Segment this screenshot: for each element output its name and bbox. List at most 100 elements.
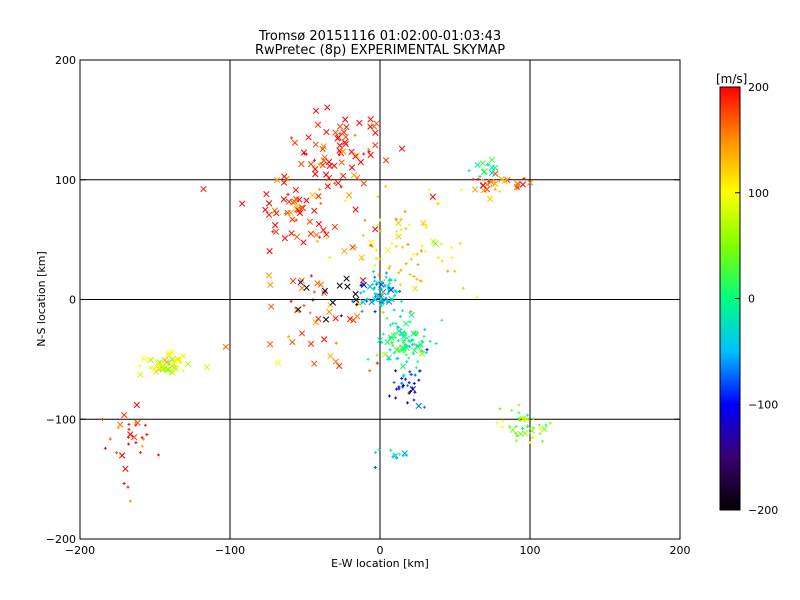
data-point-x — [342, 116, 349, 123]
data-point-x — [265, 272, 273, 279]
data-point-plus — [523, 417, 527, 421]
data-point-plus — [530, 436, 534, 440]
data-point-plus — [450, 256, 454, 260]
data-point-plus — [493, 180, 497, 184]
data-point-plus — [402, 373, 406, 377]
data-point-plus — [141, 437, 145, 441]
data-point-plus — [379, 303, 383, 307]
data-point-x — [271, 207, 278, 214]
data-point-plus — [461, 286, 465, 290]
data-point-x — [292, 186, 300, 194]
data-point-plus — [510, 408, 514, 412]
data-point-plus — [495, 421, 499, 425]
data-point-x — [321, 336, 328, 343]
data-point-plus — [406, 384, 410, 388]
data-point-plus — [423, 327, 427, 331]
data-point-plus — [403, 331, 407, 335]
data-point-plus — [140, 444, 144, 448]
data-point-x — [315, 220, 323, 228]
data-point-x — [305, 134, 312, 141]
data-point-x — [410, 330, 417, 337]
data-point-plus — [338, 131, 342, 135]
data-point-plus — [434, 341, 438, 345]
data-point-plus — [417, 378, 421, 382]
data-point-plus — [437, 202, 441, 206]
data-point-plus — [407, 223, 411, 227]
data-point-plus — [422, 405, 426, 409]
data-point-plus — [286, 335, 290, 339]
data-point-x — [385, 354, 393, 361]
data-point-plus — [359, 283, 363, 287]
data-point-plus — [517, 403, 521, 407]
data-point-plus — [361, 257, 365, 261]
data-point-plus — [399, 299, 403, 303]
data-point-x — [141, 355, 148, 362]
data-point-plus — [388, 348, 392, 352]
data-point-x — [529, 427, 536, 435]
data-point-plus — [404, 353, 408, 357]
data-point-plus — [395, 456, 399, 460]
data-point-x — [165, 350, 173, 357]
data-point-plus — [394, 396, 398, 400]
data-point-plus — [404, 377, 408, 381]
data-point-plus — [400, 381, 404, 385]
data-point-plus — [373, 263, 377, 267]
data-point-plus — [387, 279, 391, 283]
data-point-x — [329, 299, 337, 306]
data-point-plus — [394, 369, 398, 373]
data-point-x — [415, 402, 422, 410]
data-point-plus — [538, 427, 542, 431]
data-point-x — [352, 296, 360, 303]
data-point-x — [273, 177, 281, 184]
x-axis-label: E-W location [km] — [331, 557, 429, 570]
data-point-x — [180, 353, 187, 360]
data-point-plus — [108, 437, 112, 441]
data-point-plus — [490, 195, 494, 199]
data-point-plus — [521, 426, 525, 430]
data-point-plus — [116, 426, 120, 430]
data-point-x — [300, 239, 307, 246]
data-point-plus — [157, 366, 161, 370]
data-point-plus — [398, 452, 402, 456]
data-point-plus — [398, 315, 402, 319]
data-point-plus — [133, 421, 137, 425]
data-point-plus — [440, 259, 444, 263]
data-point-x — [327, 352, 334, 360]
data-point-plus — [378, 218, 382, 222]
data-point-plus — [414, 366, 418, 370]
data-point-x — [268, 303, 275, 310]
data-point-plus — [415, 277, 419, 281]
colorbar-tick-label: 0 — [748, 293, 755, 306]
data-point-x — [332, 315, 339, 322]
data-point-x — [312, 107, 320, 114]
data-point-x — [331, 223, 339, 231]
y-tick-label: 100 — [55, 174, 76, 187]
data-point-x — [319, 145, 326, 153]
data-point-x — [293, 203, 301, 210]
data-point-plus — [343, 199, 347, 203]
data-point-plus — [354, 245, 358, 249]
data-point-x — [133, 401, 140, 409]
data-point-plus — [139, 451, 143, 455]
data-point-x — [411, 347, 418, 354]
data-point-plus — [418, 369, 422, 373]
data-point-plus — [390, 241, 394, 245]
data-point-plus — [526, 424, 530, 428]
data-point-x — [335, 134, 342, 141]
data-point-x — [526, 179, 534, 186]
data-point-x — [315, 315, 322, 322]
data-point-plus — [380, 300, 384, 304]
data-point-plus — [424, 226, 428, 230]
data-point-plus — [371, 282, 375, 286]
data-point-plus — [403, 210, 407, 214]
data-point-plus — [311, 298, 315, 302]
data-point-plus — [525, 413, 529, 417]
data-point-x — [265, 200, 273, 207]
data-point-plus — [481, 178, 485, 182]
data-point-plus — [373, 292, 377, 296]
data-point-x — [359, 277, 367, 284]
data-point-plus — [399, 228, 403, 232]
data-point-plus — [394, 244, 398, 248]
data-point-x — [332, 129, 339, 136]
data-point-plus — [415, 252, 419, 256]
